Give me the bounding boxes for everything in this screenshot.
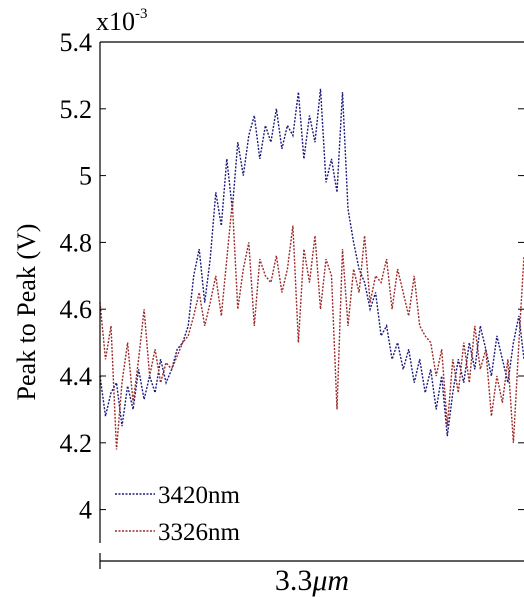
series-line-3420nm <box>99 88 524 437</box>
legend-label-3326nm: 3326nm <box>158 519 241 546</box>
y-tick-label-2: 4.4 <box>60 362 93 391</box>
y-tick-label-1: 4.2 <box>60 429 93 458</box>
y-tick-label-6: 5.2 <box>60 95 93 124</box>
y-tick-label-0: 4 <box>79 496 92 525</box>
y-tick-label-4: 4.8 <box>60 228 93 257</box>
y-tick-label-7: 5.4 <box>60 28 93 57</box>
y-multiplier: x10-3 <box>96 6 148 36</box>
scale-bar-label: 3.3μm <box>275 564 349 597</box>
scale-bar-unit: μm <box>311 564 349 597</box>
y-axis-label: Peak to Peak (V) <box>12 224 41 401</box>
legend-label-3420nm: 3420nm <box>158 482 241 509</box>
y-multiplier-base: x10 <box>96 7 135 36</box>
axes: 4 4.2 4.4 4.6 4.8 5 5.2 5.4 <box>60 28 524 543</box>
scale-bar: 3.3μm <box>99 553 524 597</box>
y-multiplier-exponent: -3 <box>135 6 148 22</box>
y-tick-label-3: 4.6 <box>60 295 93 324</box>
plot-area <box>99 88 524 450</box>
y-tick-label-5: 5 <box>79 162 92 191</box>
scale-bar-value: 3.3 <box>275 564 313 597</box>
series-line-3326nm <box>99 202 524 450</box>
legend: 3420nm 3326nm <box>115 482 241 546</box>
